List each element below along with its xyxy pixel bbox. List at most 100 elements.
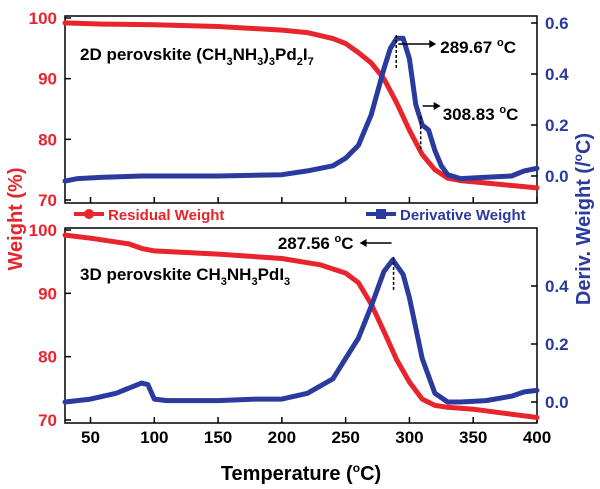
y-left-tick-label: 70 [38, 411, 57, 430]
derivative-weight-point [484, 175, 488, 179]
residual-weight-point [216, 24, 220, 28]
derivative-weight-point [356, 336, 360, 340]
derivative-weight-point [401, 272, 405, 276]
legend-residual-marker [84, 209, 94, 219]
derivative-weight-point [89, 397, 93, 401]
sample-label-panel-1: 2D perovskite (CH3NH3)3Pd2I7 [80, 45, 314, 68]
annotations-layer: 289.67 oC 308.83 oC 287.56 oC [278, 34, 519, 291]
y-right-tick-label: 0.4 [545, 277, 569, 296]
derivative-weight-point [216, 399, 220, 403]
y-right-tick-label: 0.0 [545, 167, 569, 186]
derivative-weight-point [356, 143, 360, 147]
derivative-weight-point [509, 174, 513, 178]
derivative-weight-point [280, 397, 284, 401]
y-left-tick-label: 80 [38, 130, 57, 149]
derivative-weight-point [305, 169, 309, 173]
residual-weight-point [318, 263, 322, 267]
annotation-arrowhead [433, 102, 441, 110]
residual-weight-point [305, 31, 309, 35]
derivative-weight-point [63, 400, 67, 404]
residual-weight-point [101, 22, 105, 26]
derivative-weight-point [522, 169, 526, 173]
x-tick-label: 250 [331, 428, 359, 447]
residual-weight-point [433, 403, 437, 407]
residual-weight-point [63, 21, 67, 25]
x-tick-label: 300 [395, 428, 423, 447]
derivative-weight-point [388, 47, 392, 50]
legend-residual-label: Residual Weight [108, 207, 224, 224]
x-tick-label: 150 [204, 428, 232, 447]
residual-weight-point [420, 397, 424, 401]
derivative-weight-line-panel-1 [62, 35, 540, 184]
derivative-weight-point [63, 179, 67, 183]
residual-weight-point [369, 61, 373, 65]
y-right-tick-label: 0.2 [545, 116, 569, 135]
derivative-weight-point [535, 388, 539, 392]
x-tick-label: 200 [268, 428, 296, 447]
derivative-weight-point [458, 400, 462, 404]
derivative-weight-point [420, 357, 424, 360]
annotation-arrowhead [429, 40, 437, 48]
annotation-arrowhead [359, 239, 367, 247]
x-tick-label: 400 [523, 428, 551, 447]
residual-weight-point [216, 252, 220, 256]
y-left-tick-label: 90 [38, 284, 57, 303]
peak-temperature-label: 308.83 oC [443, 104, 519, 124]
legend-derivative-label: Derivative Weight [400, 207, 526, 224]
residual-weight-point [280, 28, 284, 32]
derivative-weight-point [484, 399, 488, 403]
x-axis-label: Temperature (oC) [221, 461, 381, 485]
derivative-weight-point [344, 156, 348, 160]
y-left-tick-label: 100 [29, 9, 57, 28]
bottom-panel-frame [64, 227, 538, 424]
derivative-weight-point [446, 173, 450, 177]
residual-weight-point [356, 51, 360, 55]
derivative-weight-point [458, 177, 462, 181]
derivative-weight-point [331, 164, 335, 168]
y-left-tick-label: 70 [38, 191, 57, 210]
derivative-weight-point [439, 164, 443, 168]
residual-weight-point [331, 37, 335, 41]
residual-weight-point [407, 380, 411, 384]
y-right-tick-label: 0.4 [545, 65, 569, 84]
residual-weight-point [407, 128, 411, 132]
legend: Residual Weight Derivative Weight [74, 207, 526, 224]
derivative-weight-point [152, 174, 156, 178]
residual-weight-point [152, 249, 156, 253]
series-layer [62, 20, 540, 420]
residual-weight-point [484, 181, 488, 185]
residual-weight-point [63, 233, 67, 237]
x-tick-label: 350 [459, 428, 487, 447]
sample-label-panel-2: 3D perovskite CH3NH3PdI3 [80, 265, 290, 288]
residual-weight-point [446, 405, 450, 409]
derivative-weight-point [407, 296, 411, 300]
residual-weight-point [356, 281, 360, 285]
derivative-weight-point [382, 67, 386, 71]
residual-weight-point [344, 41, 348, 45]
residual-weight-point [152, 23, 156, 27]
y-left-tick-label: 90 [38, 70, 57, 89]
top-panel-frame [64, 15, 538, 204]
derivative-weight-point [509, 394, 513, 398]
y-left-tick-label: 100 [29, 221, 57, 240]
sample-labels: 2D perovskite (CH3NH3)3Pd2I7 3D perovskit… [80, 45, 314, 288]
residual-weight-point [535, 186, 539, 190]
residual-weight-point [420, 153, 424, 156]
derivative-weight-point [535, 166, 539, 170]
derivative-weight-point [433, 149, 437, 152]
derivative-weight-point [140, 381, 144, 385]
derivative-weight-point [101, 175, 105, 179]
residual-weight-point [395, 358, 399, 362]
derivative-weight-point [414, 103, 418, 107]
derivative-weight-point [427, 128, 431, 132]
residual-weight-point [140, 246, 144, 250]
derivative-weight-point [522, 390, 526, 394]
derivative-weight-point [369, 304, 373, 308]
derivative-weight-point [305, 391, 309, 395]
derivative-weight-point [114, 391, 118, 395]
derivative-weight-point [433, 391, 437, 395]
derivative-weight-point [382, 270, 386, 273]
residual-weight-point [471, 407, 475, 411]
residual-weight-point [280, 257, 284, 260]
